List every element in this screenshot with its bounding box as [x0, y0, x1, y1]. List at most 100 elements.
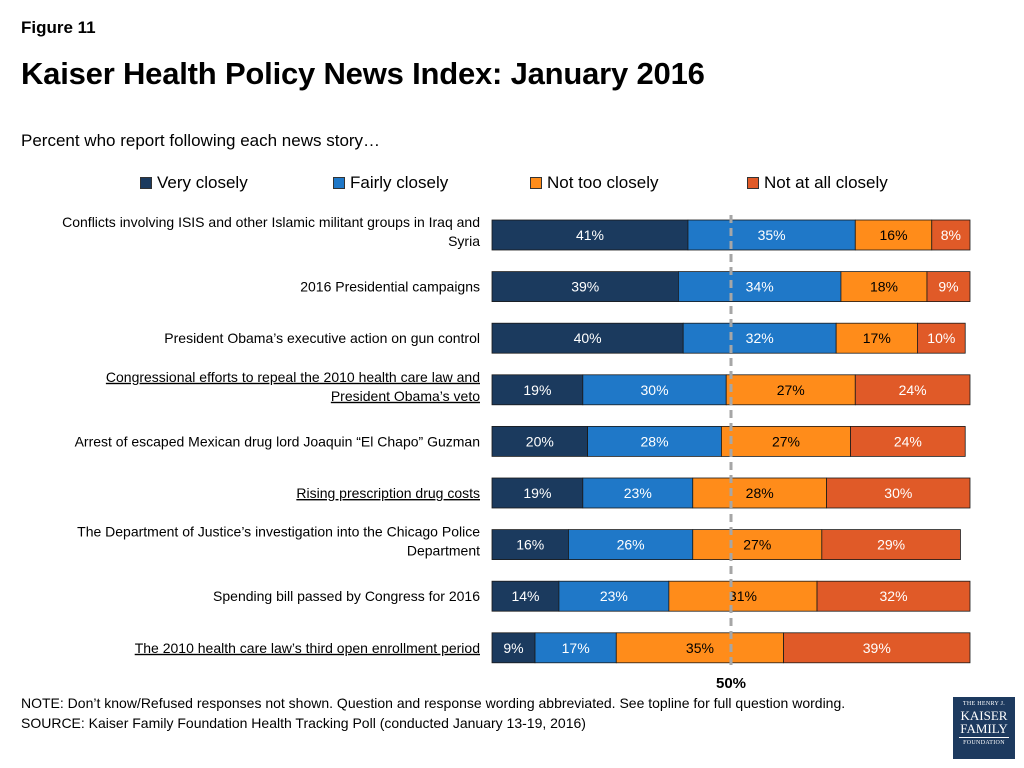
logo-line3: FAMILY — [960, 721, 1008, 736]
bar-not-at-all-closely — [783, 632, 971, 664]
bar-very-closely — [491, 580, 560, 612]
bar-very-closely — [491, 425, 588, 457]
legend: Very closely Fairly closely Not too clos… — [0, 173, 1024, 197]
data-label: 9% — [938, 279, 958, 295]
data-label: 28% — [641, 433, 669, 449]
data-label: 30% — [641, 382, 669, 398]
category-label: Arrest of escaped Mexican drug lord Joaq… — [75, 433, 480, 449]
data-label: 20% — [526, 433, 554, 449]
bar-not-at-all-closely — [854, 374, 971, 406]
bar-not-too-closely — [725, 374, 856, 406]
legend-item-not-too-closely: Not too closely — [530, 173, 659, 193]
legend-item-fairly-closely: Fairly closely — [333, 173, 448, 193]
data-label: 31% — [729, 588, 757, 604]
data-label: 14% — [511, 588, 539, 604]
data-label: 9% — [503, 640, 523, 656]
logo-line1: THE HENRY J. — [962, 701, 1006, 707]
data-label: 24% — [894, 433, 922, 449]
stacked-bar-chart: Conflicts involving ISIS and other Islam… — [62, 214, 971, 692]
data-label: 17% — [863, 330, 891, 346]
category-label: Conflicts involving ISIS and other Islam… — [62, 214, 480, 230]
data-label: 23% — [600, 588, 628, 604]
data-label: 23% — [624, 485, 652, 501]
category-label: Spending bill passed by Congress for 201… — [213, 588, 480, 604]
bar-not-too-closely — [615, 632, 784, 664]
source-text: SOURCE: Kaiser Family Foundation Health … — [21, 715, 586, 731]
bar-fairly-closely — [534, 632, 617, 664]
bar-very-closely — [491, 219, 689, 251]
category-label: President Obama’s veto — [331, 388, 480, 404]
chart-subtitle: Percent who report following each news s… — [21, 131, 381, 150]
data-label: 27% — [772, 433, 800, 449]
note-text: NOTE: Don’t know/Refused responses not s… — [21, 695, 846, 711]
category-label: Congressional efforts to repeal the 2010… — [106, 369, 480, 385]
bar-not-too-closely — [692, 529, 823, 560]
legend-swatch-fairly-closely — [333, 177, 345, 189]
bar-very-closely — [491, 632, 536, 664]
data-label: 34% — [746, 279, 774, 295]
bar-fairly-closely — [678, 271, 842, 303]
bar-fairly-closely — [568, 529, 694, 560]
legend-label-not-at-all-closely: Not at all closely — [764, 173, 888, 192]
bar-fairly-closely — [582, 374, 727, 406]
bar-not-at-all-closely — [931, 219, 971, 251]
data-label: 27% — [743, 537, 771, 553]
bar-not-at-all-closely — [816, 580, 971, 612]
bar-not-too-closely — [840, 271, 928, 303]
logo-rule — [959, 737, 1009, 738]
bar-fairly-closely — [682, 322, 837, 354]
bar-not-too-closely — [692, 477, 828, 509]
bar-not-at-all-closely — [917, 322, 966, 354]
data-label: 30% — [884, 485, 912, 501]
bar-fairly-closely — [587, 425, 722, 457]
data-label: 40% — [574, 330, 602, 346]
data-label: 28% — [746, 485, 774, 501]
category-label: Department — [407, 543, 480, 559]
logo-line2: KAISER — [960, 708, 1008, 723]
legend-item-not-at-all-closely: Not at all closely — [747, 173, 888, 193]
legend-swatch-very-closely — [140, 177, 152, 189]
data-label: 10% — [927, 330, 955, 346]
data-label: 41% — [576, 227, 604, 243]
bar-not-too-closely — [721, 425, 851, 457]
bar-not-too-closely — [854, 219, 933, 251]
bar-not-at-all-closely — [850, 425, 966, 457]
data-label: 16% — [880, 227, 908, 243]
data-label: 39% — [863, 640, 891, 656]
data-label: 35% — [686, 640, 714, 656]
data-label: 16% — [516, 537, 544, 553]
data-label: 27% — [777, 382, 805, 398]
data-label: 32% — [880, 588, 908, 604]
legend-swatch-not-at-all-closely — [747, 177, 759, 189]
data-label: 35% — [758, 227, 786, 243]
legend-label-very-closely: Very closely — [157, 173, 248, 192]
category-label: The Department of Justice’s investigatio… — [77, 524, 480, 540]
bar-not-at-all-closely — [821, 529, 961, 560]
data-label: 32% — [746, 330, 774, 346]
category-label: 2016 Presidential campaigns — [300, 279, 480, 295]
chart-notes: NOTE: Don’t know/Refused responses not s… — [21, 693, 901, 733]
data-label: 17% — [562, 640, 590, 656]
data-label: 8% — [941, 227, 961, 243]
data-label: 19% — [523, 485, 551, 501]
data-label: 26% — [617, 537, 645, 553]
legend-swatch-not-too-closely — [530, 177, 542, 189]
category-label: The 2010 health care law’s third open en… — [135, 640, 480, 656]
data-label: 29% — [877, 537, 905, 553]
bar-not-too-closely — [835, 322, 918, 354]
category-label: President Obama’s executive action on gu… — [164, 330, 480, 346]
legend-label-fairly-closely: Fairly closely — [350, 173, 449, 192]
bar-fairly-closely — [687, 219, 856, 251]
data-label: 39% — [571, 279, 599, 295]
category-label: Rising prescription drug costs — [296, 485, 480, 501]
chart-title: Kaiser Health Policy News Index: January… — [21, 56, 705, 91]
reference-line-label: 50% — [716, 675, 746, 692]
figure-label: Figure 11 — [21, 18, 96, 37]
data-label: 24% — [899, 382, 927, 398]
bar-very-closely — [491, 374, 584, 406]
bar-very-closely — [491, 322, 684, 354]
bar-very-closely — [491, 477, 584, 509]
data-label: 18% — [870, 279, 898, 295]
data-label: 19% — [523, 382, 551, 398]
logo-line4: FOUNDATION — [963, 740, 1005, 746]
